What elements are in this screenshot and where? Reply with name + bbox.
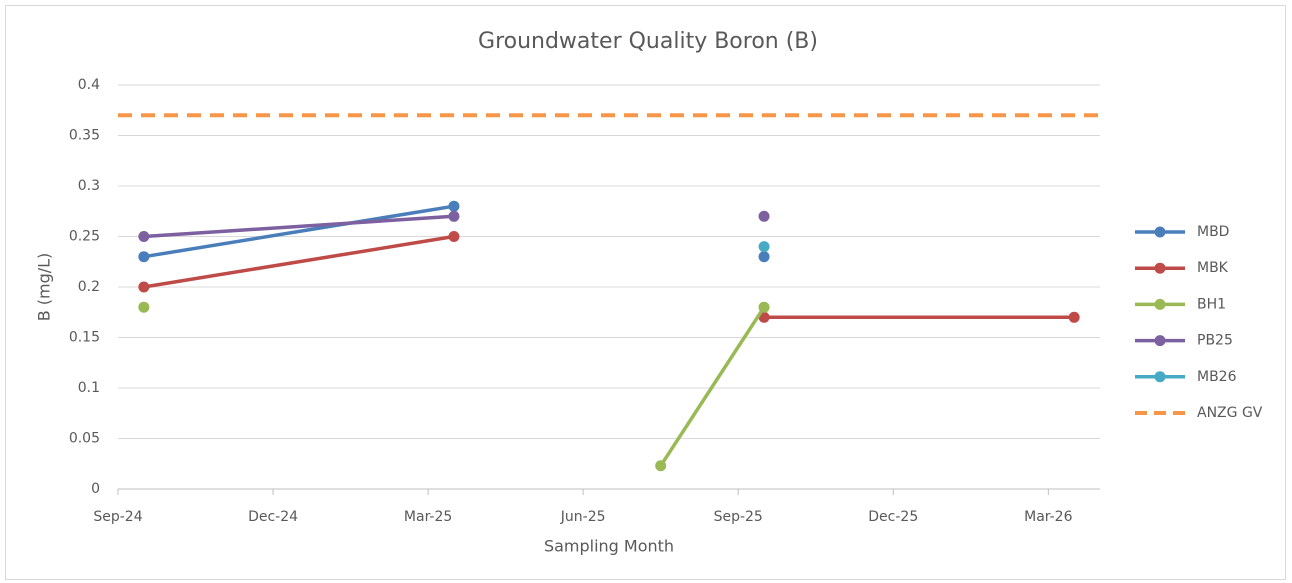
x-tick-label: Dec-25: [868, 509, 918, 525]
y-tick-label: 0.3: [78, 178, 100, 194]
legend-label: MB26: [1197, 369, 1237, 385]
x-tick-label: Mar-25: [404, 509, 452, 525]
y-tick-label: 0.05: [69, 431, 100, 447]
y-axis-label: B (mg/L): [35, 253, 54, 322]
x-tick-label: Sep-24: [93, 509, 142, 525]
series-line: [143, 234, 1075, 320]
x-tick-label: Sep-25: [714, 509, 763, 525]
legend-marker: [1154, 226, 1166, 238]
data-point: [758, 210, 770, 222]
chart-title: Groundwater Quality Boron (B): [478, 29, 818, 54]
legend-label: PB25: [1197, 333, 1233, 349]
legend-marker: [1154, 262, 1166, 274]
data-point: [758, 241, 770, 253]
x-tick-label: Jun-25: [560, 509, 606, 525]
data-point: [1068, 311, 1080, 323]
legend-marker: [1154, 335, 1166, 347]
chart-border: [5, 5, 1286, 580]
data-point: [448, 231, 460, 242]
y-tick-label: 0.35: [69, 128, 100, 144]
x-tick-label: Dec-24: [248, 509, 298, 525]
y-tick-label: 0.4: [78, 77, 100, 93]
data-point: [448, 210, 460, 222]
data-point: [138, 251, 150, 263]
legend-label: ANZG GV: [1197, 405, 1263, 421]
legend-label: MBD: [1197, 224, 1229, 240]
x-axis-label: Sampling Month: [544, 537, 674, 556]
y-tick-label: 0.15: [69, 330, 100, 346]
data-point: [758, 251, 770, 263]
legend-marker: [1154, 298, 1166, 310]
data-point: [448, 200, 460, 212]
x-tick-label: Mar-26: [1024, 509, 1072, 525]
data-point: [138, 281, 150, 293]
data-point: [138, 301, 150, 313]
series-line: [659, 306, 766, 467]
y-tick-label: 0.1: [78, 380, 100, 396]
data-point: [655, 460, 667, 472]
legend-label: MBK: [1197, 260, 1229, 276]
legend-marker: [1154, 371, 1166, 383]
y-tick-label: 0.2: [78, 279, 100, 295]
legend-label: BH1: [1197, 296, 1226, 312]
data-point: [758, 301, 770, 313]
y-tick-label: 0.25: [69, 229, 100, 245]
y-tick-label: 0: [91, 481, 100, 497]
data-point: [138, 231, 150, 242]
